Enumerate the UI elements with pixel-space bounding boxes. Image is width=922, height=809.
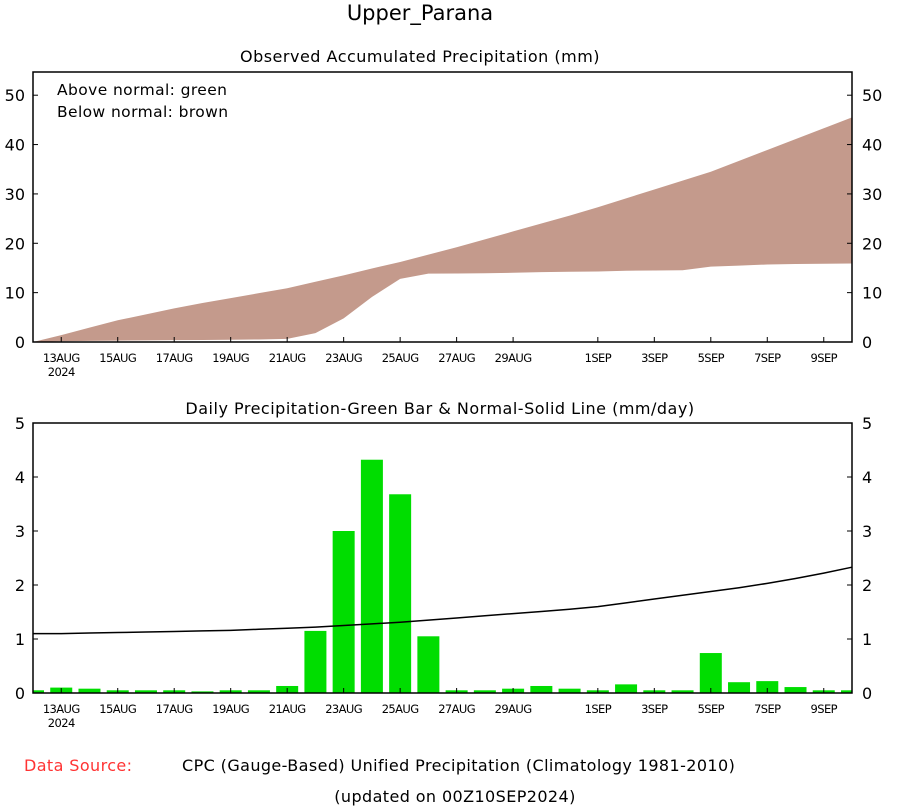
plot-frame xyxy=(32,71,853,343)
x-tick-label: 19AUG xyxy=(212,351,249,365)
x-tick-label: 5SEP xyxy=(698,702,725,716)
x-tick-label: 23AUG xyxy=(325,702,362,716)
daily-bar xyxy=(615,684,638,693)
daily-bar xyxy=(417,636,440,693)
y-tick-label-right: 10 xyxy=(862,284,882,303)
top-chart-title: Observed Accumulated Precipitation (mm) xyxy=(240,47,600,66)
y-tick-label-left: 20 xyxy=(5,234,25,253)
daily-bar xyxy=(78,688,101,693)
footer-source-text: CPC (Gauge-Based) Unified Precipitation … xyxy=(182,756,735,775)
bars xyxy=(33,459,852,693)
y-tick-label-left: 3 xyxy=(15,522,25,541)
x-tick-label: 23AUG xyxy=(325,351,362,365)
y-tick-label-right: 30 xyxy=(862,185,882,204)
daily-bar xyxy=(191,691,214,693)
normal-line xyxy=(33,566,853,635)
x-tick-label: 17AUG xyxy=(156,351,193,365)
y-tick-label-left: 4 xyxy=(15,468,25,487)
legend-above: Above normal: green xyxy=(57,81,227,99)
x-tick-label: 15AUG xyxy=(99,351,136,365)
x-tick-label: 17AUG xyxy=(156,702,193,716)
y-tick-label-right: 50 xyxy=(862,86,882,105)
daily-bar xyxy=(33,690,44,693)
y-tick-label-right: 5 xyxy=(862,414,872,433)
chart-title: Upper_Parana xyxy=(347,1,493,26)
y-tick-label-left: 0 xyxy=(15,333,25,352)
daily-chart: 0 0 1 1 2 2 3 3 4 4 5 5 13AUG 15AUG 17AUG 19AUG 21AUG 23A… xyxy=(15,414,872,730)
x-tick-label: 27AUG xyxy=(438,702,475,716)
x-tick-label: 5SEP xyxy=(698,351,725,365)
x-tick-label: 25AUG xyxy=(382,702,419,716)
daily-bar xyxy=(841,690,852,693)
y-tick-label-left: 1 xyxy=(15,630,25,649)
x-tick-label: 21AUG xyxy=(269,351,306,365)
daily-bar xyxy=(530,685,553,693)
y-tick-label-left: 50 xyxy=(5,86,25,105)
y-tick-label-left: 10 xyxy=(5,284,25,303)
daily-bar xyxy=(671,690,694,693)
footer-source-label: Data Source: xyxy=(24,756,132,775)
daily-bar xyxy=(360,459,383,693)
y-tick-label-left: 2 xyxy=(15,576,25,595)
x-tick-label: 7SEP xyxy=(754,702,781,716)
plot-frame xyxy=(32,422,853,694)
x-tick-label: 1SEP xyxy=(585,702,612,716)
y-tick-label-left: 40 xyxy=(5,136,25,155)
x-tick-label: 21AUG xyxy=(269,702,306,716)
daily-bar xyxy=(728,682,751,693)
y-tick-label-right: 20 xyxy=(862,234,882,253)
daily-bar xyxy=(332,531,355,693)
x-year-label: 2024 xyxy=(48,365,75,379)
daily-bar xyxy=(756,681,779,693)
y-tick-label-right: 0 xyxy=(862,684,872,703)
daily-bar xyxy=(699,653,722,693)
daily-bar xyxy=(473,690,496,693)
below-normal-area xyxy=(33,117,852,342)
daily-bar xyxy=(247,690,270,693)
daily-bar xyxy=(389,494,412,693)
x-year-label: 2024 xyxy=(48,716,75,730)
footer-updated: (updated on 00Z10SEP2024) xyxy=(334,787,575,806)
daily-bar xyxy=(304,630,327,693)
y-tick-label-right: 2 xyxy=(862,576,872,595)
x-tick-label: 7SEP xyxy=(754,351,781,365)
legend-below: Below normal: brown xyxy=(57,103,228,121)
daily-bar xyxy=(134,690,157,693)
x-tick-label: 1SEP xyxy=(585,351,612,365)
x-tick-label: 25AUG xyxy=(382,351,419,365)
x-tick-label: 13AUG xyxy=(43,702,80,716)
accumulated-chart: 0 0 10 10 20 20 30 30 40 40 50 50 13AUG 15AUG 17AUG 19A… xyxy=(5,71,882,379)
bottom-chart-title: Daily Precipitation-Green Bar & Normal-S… xyxy=(185,399,694,418)
y-tick-label-left: 5 xyxy=(15,414,25,433)
y-tick-label-left: 0 xyxy=(15,684,25,703)
x-tick-label: 15AUG xyxy=(99,702,136,716)
x-tick-label: 3SEP xyxy=(641,351,668,365)
y-tick-label-right: 0 xyxy=(862,333,872,352)
y-tick-label-right: 1 xyxy=(862,630,872,649)
x-tick-label: 9SEP xyxy=(811,702,838,716)
daily-bar xyxy=(558,688,581,693)
y-tick-label-left: 30 xyxy=(5,185,25,204)
y-tick-label-right: 4 xyxy=(862,468,872,487)
x-tick-label: 9SEP xyxy=(811,351,838,365)
y-tick-label-right: 3 xyxy=(862,522,872,541)
daily-bar xyxy=(784,687,807,693)
x-tick-label: 29AUG xyxy=(495,351,532,365)
x-tick-label: 19AUG xyxy=(212,702,249,716)
x-tick-label: 29AUG xyxy=(495,702,532,716)
x-tick-label: 3SEP xyxy=(641,702,668,716)
x-tick-label: 27AUG xyxy=(438,351,475,365)
y-tick-label-right: 40 xyxy=(862,136,882,155)
x-tick-label: 13AUG xyxy=(43,351,80,365)
